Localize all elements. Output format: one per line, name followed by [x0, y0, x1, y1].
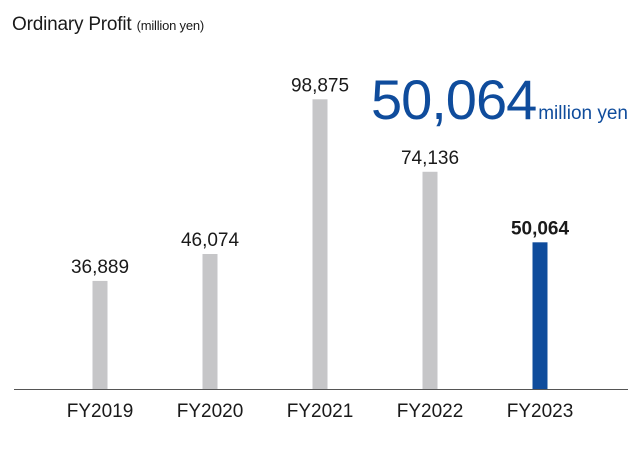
data-label-fy2022: 74,136 [401, 148, 459, 169]
x-tick-label-fy2022: FY2022 [397, 401, 464, 422]
data-label-fy2019: 36,889 [71, 257, 129, 278]
x-tick-label-fy2020: FY2020 [177, 401, 244, 422]
x-tick-label-fy2023: FY2023 [507, 401, 574, 422]
headline-unit: million yen [538, 103, 628, 124]
bar-fy2023 [532, 242, 548, 389]
x-tick-label-fy2019: FY2019 [67, 401, 134, 422]
bar-fy2021 [312, 99, 328, 389]
data-label-fy2021: 98,875 [291, 75, 349, 96]
x-tick-label-fy2021: FY2021 [287, 401, 354, 422]
data-label-fy2020: 46,074 [181, 230, 240, 251]
data-label-fy2023: 50,064 [511, 218, 570, 239]
bar-fy2020 [202, 254, 218, 389]
chart-title: Ordinary Profit (million yen) [12, 14, 204, 36]
headline-value: 50,064 million yen [371, 72, 628, 128]
bar-fy2022 [422, 171, 438, 389]
chart-title-unit: (million yen) [136, 18, 205, 33]
chart-title-main: Ordinary Profit [12, 14, 132, 35]
bar-fy2019 [92, 280, 108, 389]
headline-number: 50,064 [370, 68, 537, 131]
